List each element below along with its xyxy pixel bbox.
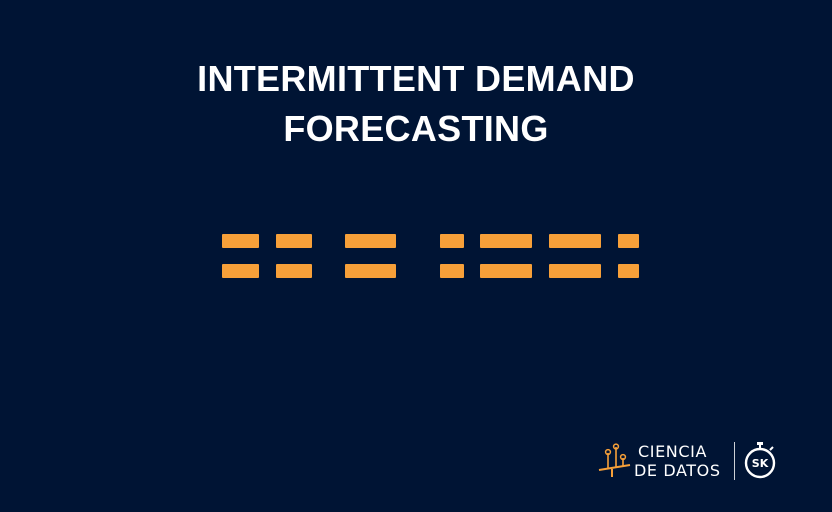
footer-branding: CIENCIA DE DATOS SK	[596, 438, 786, 484]
brand-line-1: CIENCIA	[638, 442, 708, 461]
demand-bar	[222, 234, 259, 248]
seesaw-data-icon	[598, 443, 631, 477]
demand-bar	[345, 234, 396, 248]
demand-bar	[345, 264, 396, 278]
demand-bar	[276, 234, 312, 248]
demand-bar	[480, 264, 532, 278]
demand-bar	[276, 264, 312, 278]
brand-name: CIENCIA DE DATOS	[634, 442, 721, 480]
sk-stopwatch-logo: SK	[744, 442, 776, 479]
page-title: INTERMITTENT DEMAND FORECASTING	[0, 54, 832, 154]
sk-logo-text: SK	[752, 457, 769, 470]
demand-bar	[618, 264, 639, 278]
title-line-2: FORECASTING	[283, 108, 549, 149]
demand-bar	[480, 234, 532, 248]
demand-bar	[549, 234, 601, 248]
footer-divider	[734, 442, 735, 480]
demand-bar	[222, 264, 259, 278]
title-line-1: INTERMITTENT DEMAND	[197, 58, 635, 99]
demand-bar	[440, 234, 464, 248]
brand-line-2: DE DATOS	[634, 461, 721, 480]
demand-bar	[440, 264, 464, 278]
demand-bar	[618, 234, 639, 248]
demand-bar	[549, 264, 601, 278]
